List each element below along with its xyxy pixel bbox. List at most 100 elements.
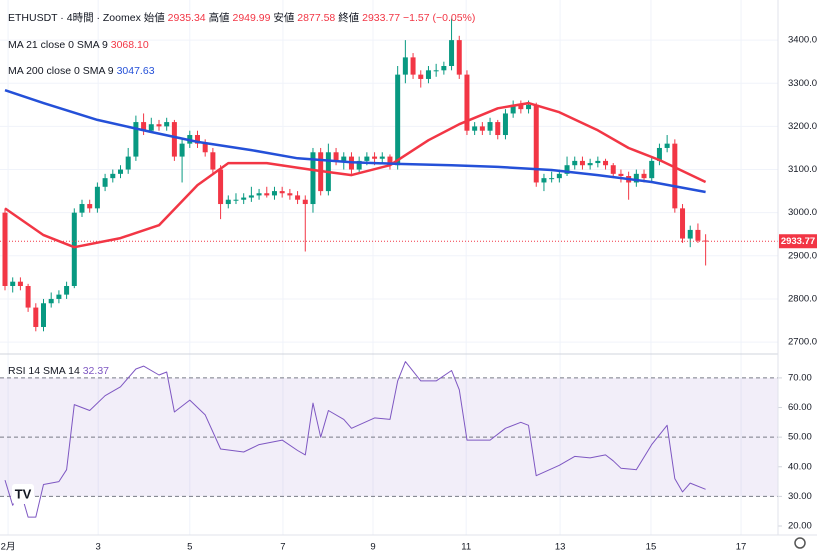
x-tick-label: 7 xyxy=(280,542,285,553)
candle-body xyxy=(464,74,470,131)
candle-body xyxy=(64,286,70,295)
last-price-box xyxy=(779,234,817,249)
candle-body xyxy=(549,178,555,180)
x-tick-label: 9 xyxy=(370,542,375,553)
candle-body xyxy=(364,156,370,161)
rsi-tick-label: 40.00 xyxy=(788,461,812,472)
candle-body xyxy=(372,156,378,159)
candle-body xyxy=(395,74,401,166)
candle-body xyxy=(449,40,455,66)
candle-body xyxy=(225,199,231,205)
y-tick-label: 2700.00 xyxy=(788,337,817,348)
ohlc-name: 始値 xyxy=(144,11,165,24)
candle-body xyxy=(672,143,678,209)
x-tick-label: 5 xyxy=(187,542,192,553)
candle-body xyxy=(456,40,462,75)
candle-body xyxy=(287,193,293,196)
candle-body xyxy=(687,229,693,239)
candle-body xyxy=(418,74,424,79)
legend-name: RSI 14 SMA 14 xyxy=(8,365,80,377)
logo: TV xyxy=(15,486,32,501)
x-tick-label: 15 xyxy=(646,542,657,553)
candle-body xyxy=(556,173,562,179)
ohlc-name: 終値 xyxy=(338,11,359,24)
candle-body xyxy=(425,70,431,79)
rsi-tick-label: 30.00 xyxy=(788,491,812,502)
y-tick-label: 3000.00 xyxy=(788,207,817,218)
legend-name: MA 200 close 0 SMA 9 xyxy=(8,65,114,77)
y-tick-label: 2800.00 xyxy=(788,293,817,304)
candle-body xyxy=(564,165,570,174)
candle-body xyxy=(541,178,547,183)
x-tick-label: 13 xyxy=(555,542,566,553)
candle-body xyxy=(649,160,655,179)
candle-body xyxy=(2,212,8,286)
settings-icon[interactable] xyxy=(794,537,806,549)
candle-body xyxy=(71,212,77,286)
logo-bg xyxy=(12,484,34,504)
candle-body xyxy=(102,178,108,187)
chart-title: ETHUSDT · 4時間 · Zoomex 始値 2935.34 高値 294… xyxy=(8,11,475,24)
candle-body xyxy=(17,281,23,286)
ohlc-name: 高値 xyxy=(209,11,230,24)
candle-body xyxy=(664,143,670,148)
x-tick-label: 2月 xyxy=(1,542,16,553)
candle-body xyxy=(502,113,508,136)
candle-body xyxy=(295,195,301,200)
legend-entry: MA 21 close 0 SMA 9 3068.10 xyxy=(8,39,149,51)
rsi-tick-label: 50.00 xyxy=(788,432,812,443)
candle-body xyxy=(441,66,447,71)
candle-body xyxy=(603,160,609,166)
candle-body xyxy=(271,191,277,196)
candle-body xyxy=(79,204,85,213)
candle-body xyxy=(110,173,116,179)
candle-body xyxy=(572,160,578,166)
candle-body xyxy=(387,156,393,166)
change: −1.57 (−0.05%) xyxy=(403,12,475,24)
candle-body xyxy=(133,122,139,157)
candle-body xyxy=(87,204,93,209)
candle-body xyxy=(117,169,123,174)
ohlc-value: 2949.99 xyxy=(232,12,270,24)
symbol: ETHUSDT · 4時間 · Zoomex xyxy=(8,12,142,24)
candle-body xyxy=(472,126,478,131)
candle-body xyxy=(171,122,177,157)
y-tick-label: 2900.00 xyxy=(788,250,817,261)
candle-body xyxy=(379,156,385,159)
candle-body xyxy=(156,124,162,127)
candle-body xyxy=(56,294,62,299)
candle-body xyxy=(279,191,285,194)
candle-body xyxy=(579,160,585,166)
candle-body xyxy=(233,199,239,201)
line xyxy=(4,361,706,518)
last-price-label: 2933.77 xyxy=(781,236,815,247)
candle-body xyxy=(618,173,624,176)
legend-name: MA 21 close 0 SMA 9 xyxy=(8,39,108,51)
legend-entry: MA 200 close 0 SMA 9 3047.63 xyxy=(8,65,155,77)
x-tick-label: 17 xyxy=(736,542,747,553)
candle-body xyxy=(341,156,347,161)
candle-body xyxy=(256,193,262,196)
candle-body xyxy=(487,122,493,131)
line xyxy=(4,89,706,194)
candle-body xyxy=(202,143,208,153)
candle-body xyxy=(194,135,200,144)
candle-body xyxy=(402,57,408,75)
candle-body xyxy=(48,298,54,304)
candle-body xyxy=(518,104,524,110)
candle-body xyxy=(595,160,601,164)
candle-body xyxy=(10,281,16,286)
line xyxy=(4,101,707,249)
candle-body xyxy=(218,169,224,205)
candle-body xyxy=(41,303,47,327)
candle-body xyxy=(248,195,254,198)
candle-body xyxy=(302,199,308,205)
candle-body xyxy=(264,193,270,196)
y-tick-label: 3100.00 xyxy=(788,164,817,175)
y-tick-label: 3400.00 xyxy=(788,35,817,46)
candle-body xyxy=(179,143,185,157)
candle-body xyxy=(94,186,100,209)
candle-body xyxy=(695,229,701,241)
candle-body xyxy=(433,70,439,72)
